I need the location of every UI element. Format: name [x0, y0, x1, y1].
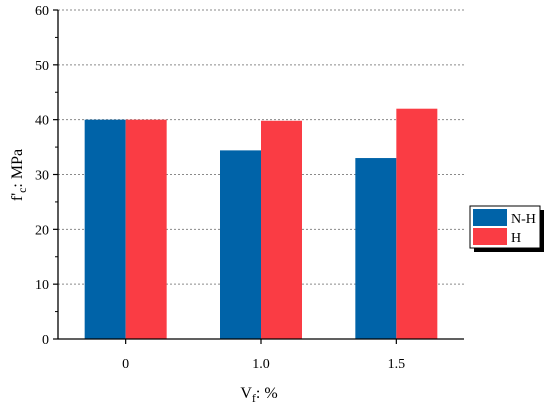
y-tick-label: 60	[35, 4, 49, 19]
y-tick-label: 0	[42, 333, 49, 348]
y-axis-title-sub: c	[15, 188, 29, 193]
legend-swatch-h	[473, 228, 507, 245]
bar-n-h-2	[355, 158, 397, 339]
bar-h-0	[125, 119, 167, 340]
bar-n-h-1	[220, 150, 261, 339]
x-tick-label: 1.0	[252, 357, 270, 372]
x-tick-label: 1.5	[388, 357, 406, 372]
legend-label-h: H	[511, 231, 521, 246]
y-tick-label: 40	[35, 114, 49, 129]
y-axis-title-rest: : MPa	[9, 149, 26, 188]
x-axis-ticks: 0 1.0 1.5	[122, 339, 405, 372]
bar-h-2	[396, 108, 438, 339]
y-tick-label: 10	[35, 278, 49, 293]
y-axis-title-main: f'	[9, 193, 26, 201]
legend-swatch-n-h	[473, 209, 507, 226]
y-axis-title: f'c: MPa	[9, 149, 29, 201]
bar-n-h-0	[84, 119, 126, 340]
x-axis-title-sub: f	[252, 391, 256, 405]
bars	[84, 108, 438, 340]
x-axis-title-rest: : %	[256, 385, 278, 402]
legend-label-n-h: N-H	[511, 212, 536, 227]
y-tick-label: 20	[35, 223, 49, 238]
y-tick-label: 50	[35, 59, 49, 74]
y-axis-ticks: 0 10 20 30 40 50 60	[35, 4, 58, 348]
y-tick-label: 30	[35, 169, 49, 184]
x-axis-title-main: V	[240, 385, 252, 402]
bar-h-1	[261, 120, 302, 339]
x-axis-title: Vf: %	[240, 385, 277, 405]
x-tick-label: 0	[122, 357, 129, 372]
legend: N-H H	[469, 205, 544, 252]
